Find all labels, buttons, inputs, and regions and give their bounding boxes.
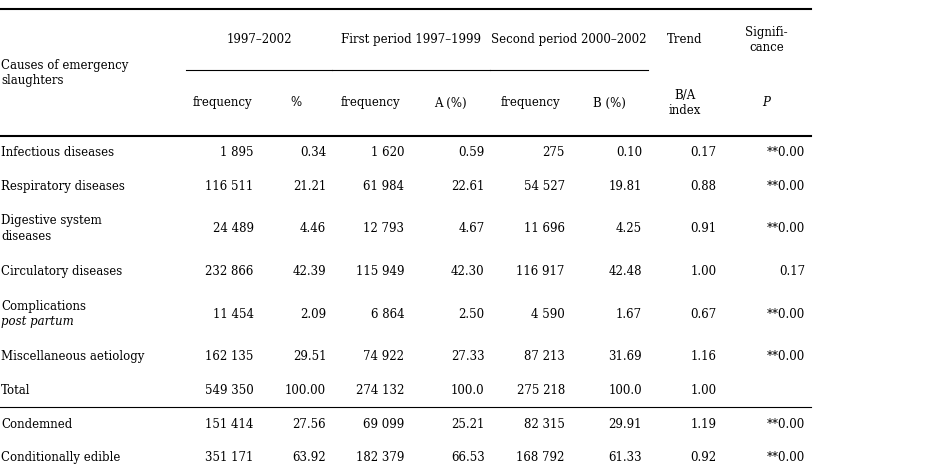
Text: Condemned: Condemned (1, 417, 72, 431)
Text: 151 414: 151 414 (205, 417, 254, 431)
Text: 162 135: 162 135 (205, 350, 254, 363)
Text: 24 489: 24 489 (212, 222, 254, 235)
Text: frequency: frequency (193, 96, 253, 110)
Text: 1.16: 1.16 (691, 350, 717, 363)
Text: 182 379: 182 379 (356, 451, 404, 464)
Text: 27.33: 27.33 (451, 350, 485, 363)
Text: Miscellaneous aetiology: Miscellaneous aetiology (1, 350, 144, 363)
Text: 69 099: 69 099 (363, 417, 404, 431)
Text: First period 1997–1999: First period 1997–1999 (341, 33, 481, 46)
Text: 22.61: 22.61 (451, 180, 485, 193)
Text: Total: Total (1, 384, 31, 397)
Text: 21.21: 21.21 (293, 180, 326, 193)
Text: 1 895: 1 895 (220, 146, 254, 159)
Text: Digestive system: Digestive system (1, 214, 102, 227)
Text: 11 454: 11 454 (212, 307, 254, 321)
Text: 63.92: 63.92 (293, 451, 326, 464)
Text: 1997–2002: 1997–2002 (226, 33, 292, 46)
Text: 0.92: 0.92 (691, 451, 717, 464)
Text: 100.0: 100.0 (451, 384, 485, 397)
Text: 54 527: 54 527 (524, 180, 565, 193)
Text: 11 696: 11 696 (524, 222, 565, 235)
Text: **0.00: **0.00 (767, 222, 805, 235)
Text: P: P (762, 96, 771, 110)
Text: 100.0: 100.0 (609, 384, 642, 397)
Text: frequency: frequency (500, 96, 560, 110)
Text: 66.53: 66.53 (451, 451, 485, 464)
Text: 12 793: 12 793 (363, 222, 404, 235)
Text: B/A
index: B/A index (669, 89, 701, 117)
Text: 25.21: 25.21 (451, 417, 485, 431)
Text: 29.51: 29.51 (293, 350, 326, 363)
Text: 2.50: 2.50 (459, 307, 485, 321)
Text: 115 949: 115 949 (356, 265, 404, 278)
Text: Infectious diseases: Infectious diseases (1, 146, 114, 159)
Text: 0.10: 0.10 (616, 146, 642, 159)
Text: 351 171: 351 171 (205, 451, 254, 464)
Text: 42.48: 42.48 (609, 265, 642, 278)
Text: Second period 2000–2002: Second period 2000–2002 (491, 33, 647, 46)
Text: 4 590: 4 590 (531, 307, 565, 321)
Text: frequency: frequency (341, 96, 401, 110)
Text: 0.91: 0.91 (691, 222, 717, 235)
Text: 0.67: 0.67 (691, 307, 717, 321)
Text: Causes of emergency
slaughters: Causes of emergency slaughters (1, 58, 129, 87)
Text: 1 620: 1 620 (371, 146, 404, 159)
Text: 19.81: 19.81 (609, 180, 642, 193)
Text: 275 218: 275 218 (516, 384, 565, 397)
Text: 61 984: 61 984 (363, 180, 404, 193)
Text: 116 511: 116 511 (205, 180, 254, 193)
Text: 29.91: 29.91 (609, 417, 642, 431)
Text: 4.25: 4.25 (616, 222, 642, 235)
Text: **0.00: **0.00 (767, 180, 805, 193)
Text: 116 917: 116 917 (516, 265, 565, 278)
Text: Complications: Complications (1, 300, 86, 313)
Text: 4.67: 4.67 (459, 222, 485, 235)
Text: Trend: Trend (667, 33, 703, 46)
Text: 6 864: 6 864 (371, 307, 404, 321)
Text: 1.00: 1.00 (691, 265, 717, 278)
Text: 31.69: 31.69 (609, 350, 642, 363)
Text: 42.39: 42.39 (293, 265, 326, 278)
Text: **0.00: **0.00 (767, 350, 805, 363)
Text: 0.34: 0.34 (300, 146, 326, 159)
Text: 4.46: 4.46 (300, 222, 326, 235)
Text: 1.00: 1.00 (691, 384, 717, 397)
Text: **0.00: **0.00 (767, 417, 805, 431)
Text: post partum: post partum (1, 315, 74, 329)
Text: A (%): A (%) (433, 96, 467, 110)
Text: 61.33: 61.33 (609, 451, 642, 464)
Text: 0.88: 0.88 (691, 180, 717, 193)
Text: 27.56: 27.56 (293, 417, 326, 431)
Text: 82 315: 82 315 (524, 417, 565, 431)
Text: **0.00: **0.00 (767, 451, 805, 464)
Text: 275: 275 (542, 146, 565, 159)
Text: diseases: diseases (1, 230, 51, 243)
Text: %: % (290, 96, 301, 110)
Text: Circulatory diseases: Circulatory diseases (1, 265, 122, 278)
Text: Conditionally edible: Conditionally edible (1, 451, 120, 464)
Text: **0.00: **0.00 (767, 146, 805, 159)
Text: 1.67: 1.67 (616, 307, 642, 321)
Text: B (%): B (%) (593, 96, 625, 110)
Text: 274 132: 274 132 (356, 384, 404, 397)
Text: 0.17: 0.17 (691, 146, 717, 159)
Text: 42.30: 42.30 (451, 265, 485, 278)
Text: **0.00: **0.00 (767, 307, 805, 321)
Text: 168 792: 168 792 (516, 451, 565, 464)
Text: 1.19: 1.19 (691, 417, 717, 431)
Text: Signifi-
cance: Signifi- cance (746, 26, 788, 54)
Text: 100.00: 100.00 (285, 384, 326, 397)
Text: 74 922: 74 922 (363, 350, 404, 363)
Text: 0.59: 0.59 (459, 146, 485, 159)
Text: Respiratory diseases: Respiratory diseases (1, 180, 125, 193)
Text: 0.17: 0.17 (779, 265, 805, 278)
Text: 87 213: 87 213 (524, 350, 565, 363)
Text: 2.09: 2.09 (300, 307, 326, 321)
Text: 232 866: 232 866 (205, 265, 254, 278)
Text: 549 350: 549 350 (205, 384, 254, 397)
